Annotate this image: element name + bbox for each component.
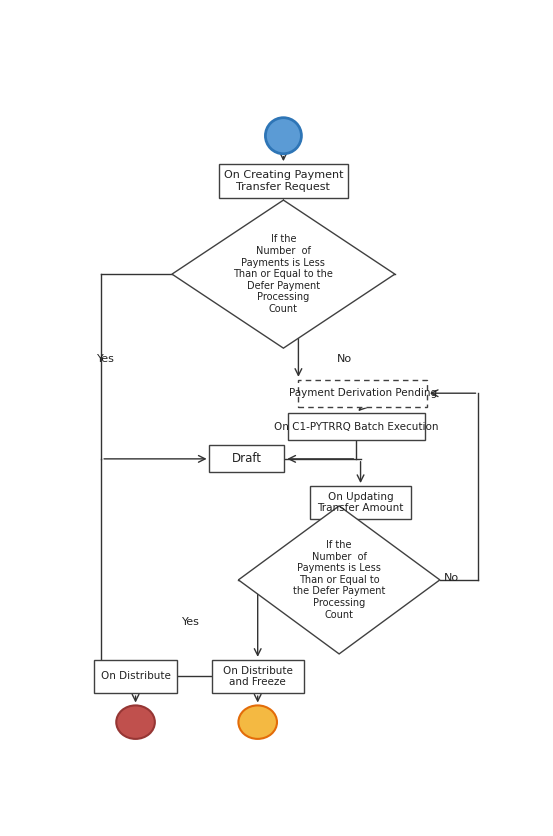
Text: On Updating
Transfer Amount: On Updating Transfer Amount bbox=[317, 492, 404, 513]
Ellipse shape bbox=[116, 706, 155, 739]
Text: On Distribute: On Distribute bbox=[101, 671, 170, 681]
Text: Payment Derivation Pending: Payment Derivation Pending bbox=[289, 388, 437, 398]
Text: On Distribute
and Freeze: On Distribute and Freeze bbox=[223, 665, 293, 687]
FancyBboxPatch shape bbox=[94, 660, 178, 693]
Text: On C1-PYTRRQ Batch Execution: On C1-PYTRRQ Batch Execution bbox=[274, 421, 439, 431]
Text: No: No bbox=[444, 573, 459, 583]
Polygon shape bbox=[238, 506, 440, 654]
Text: Draft: Draft bbox=[232, 452, 262, 466]
Polygon shape bbox=[172, 200, 395, 348]
Text: If the
Number  of
Payments is Less
Than or Equal to the
Defer Payment
Processing: If the Number of Payments is Less Than o… bbox=[233, 234, 333, 314]
FancyBboxPatch shape bbox=[212, 660, 304, 693]
Ellipse shape bbox=[265, 118, 301, 154]
FancyBboxPatch shape bbox=[288, 413, 425, 441]
Ellipse shape bbox=[238, 706, 277, 739]
Text: On Creating Payment
Transfer Request: On Creating Payment Transfer Request bbox=[223, 170, 343, 191]
Text: No: No bbox=[337, 354, 352, 364]
FancyBboxPatch shape bbox=[299, 380, 427, 407]
FancyBboxPatch shape bbox=[210, 446, 284, 472]
Text: Yes: Yes bbox=[97, 354, 115, 364]
FancyBboxPatch shape bbox=[310, 486, 411, 519]
Text: If the
Number  of
Payments is Less
Than or Equal to
the Defer Payment
Processing: If the Number of Payments is Less Than o… bbox=[293, 540, 385, 619]
Text: Yes: Yes bbox=[182, 617, 200, 627]
FancyBboxPatch shape bbox=[219, 164, 348, 197]
